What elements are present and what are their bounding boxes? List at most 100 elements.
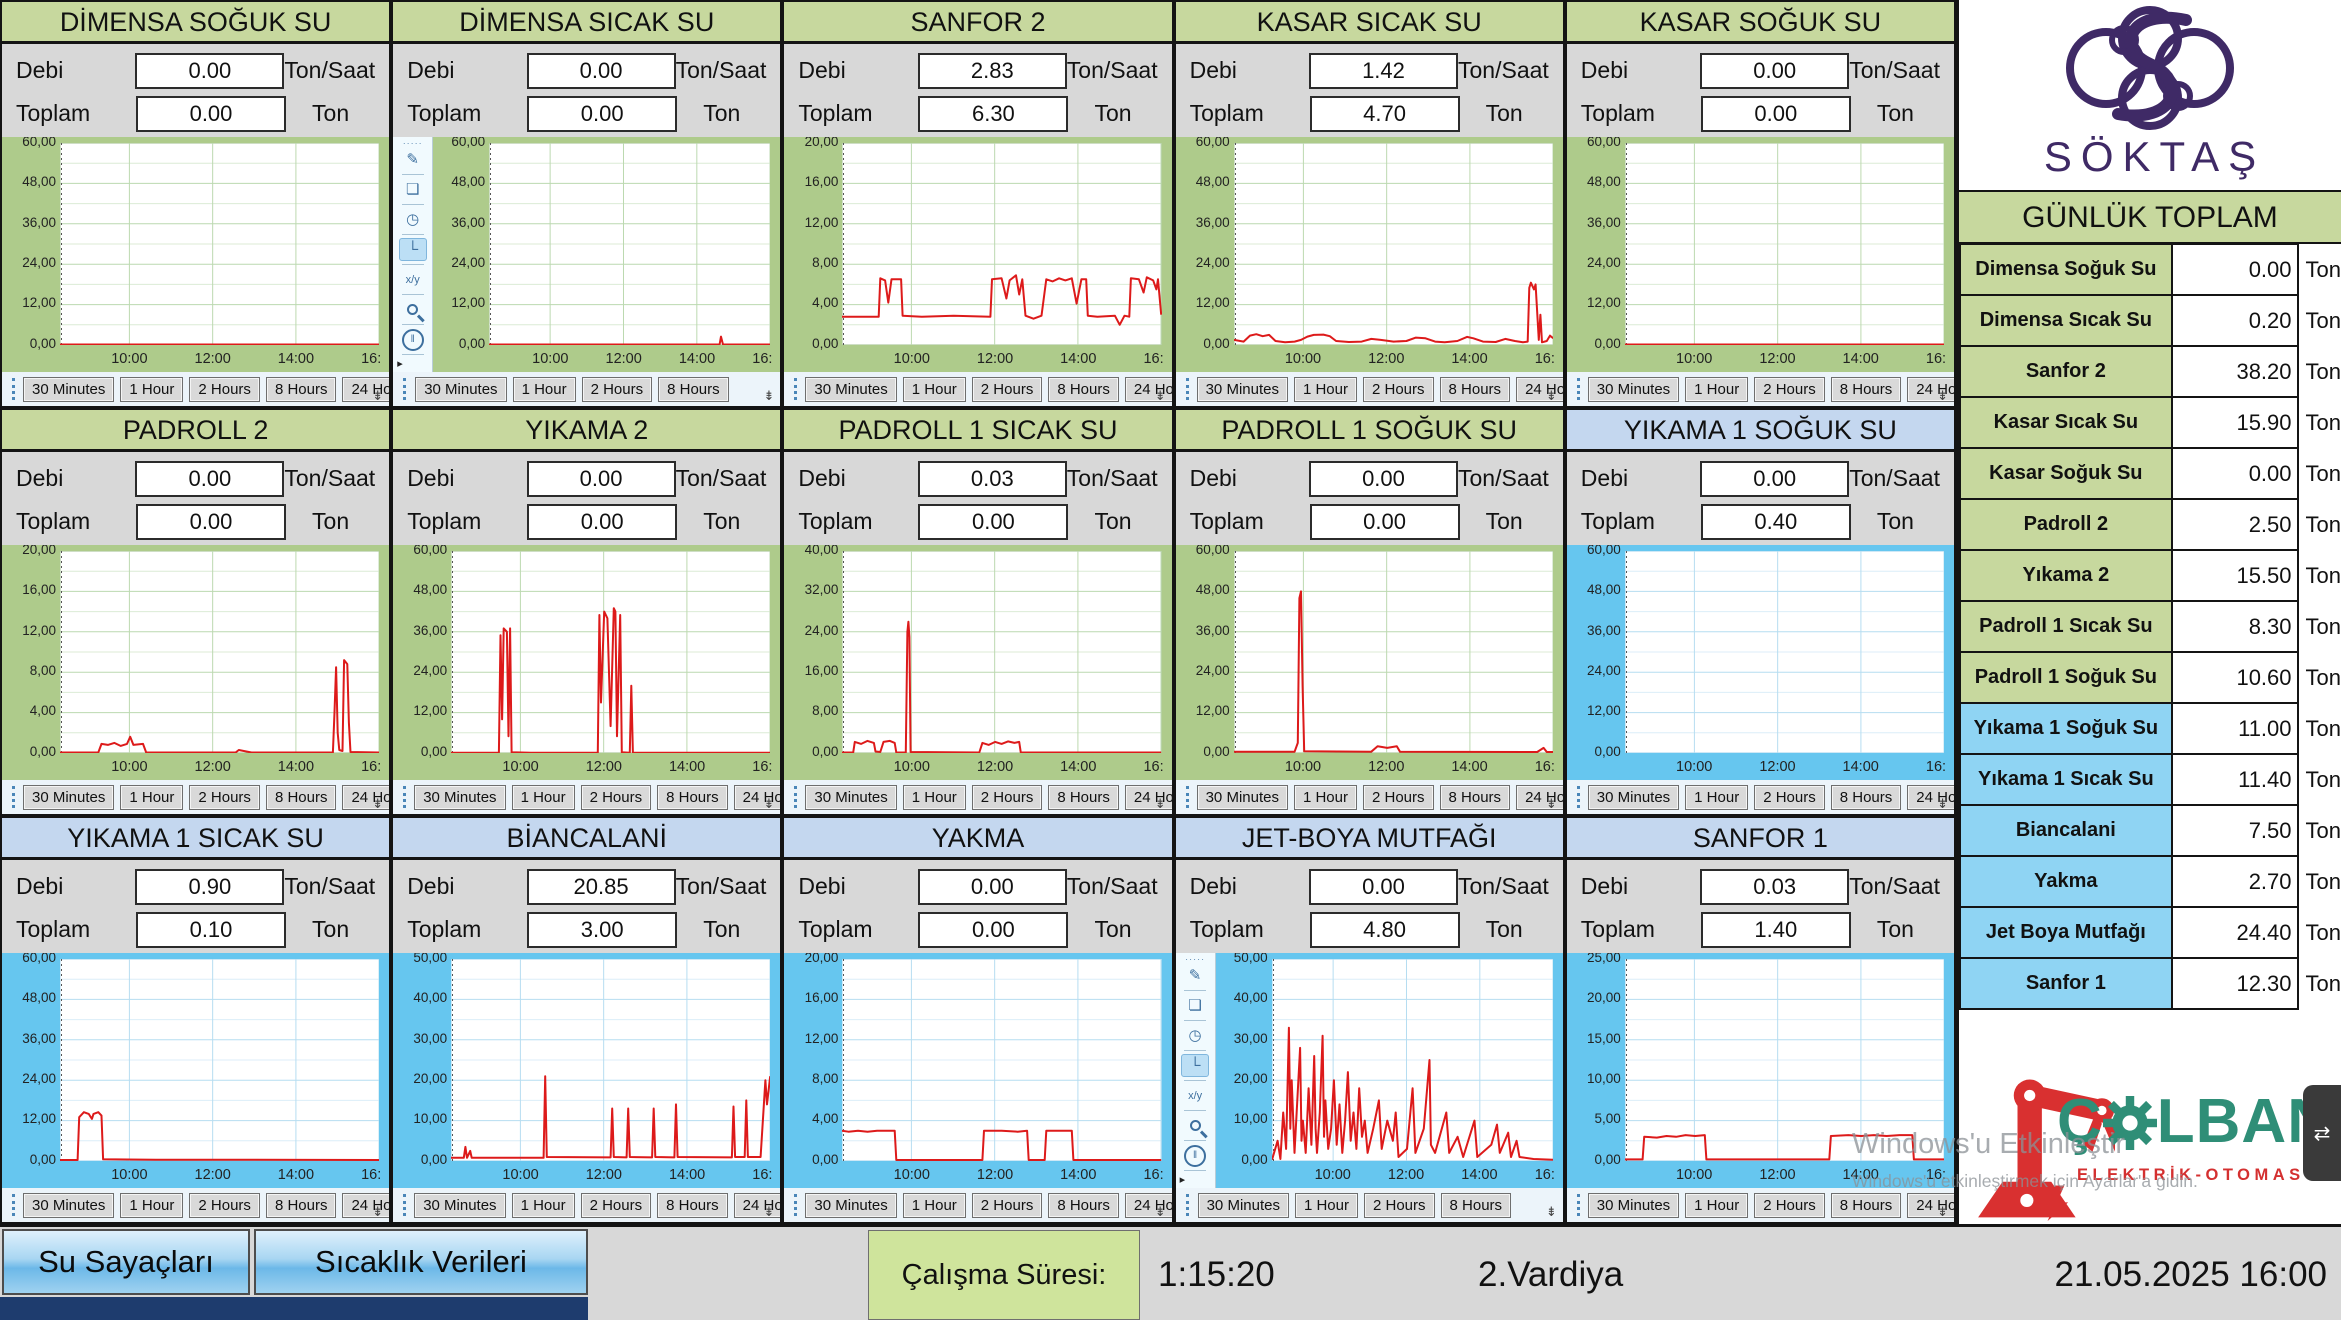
trend-plot-area[interactable]	[842, 958, 1162, 1161]
ratio-icon[interactable]: x/y	[405, 273, 420, 286]
trend-chart[interactable]: 60,00 48,00 36,00 24,00 12,00 0,00 10:00 12:00 1…	[1566, 136, 1954, 373]
range-button-8-hours[interactable]: 8 Hours	[657, 784, 728, 810]
trend-plot-area[interactable]	[1624, 142, 1944, 345]
range-button-24-hours[interactable]: 24 Hours	[1124, 784, 1172, 810]
trend-plot-area[interactable]	[1233, 550, 1553, 753]
range-button-2-hours[interactable]: 2 Hours	[971, 376, 1043, 402]
range-button-30-minutes[interactable]: 30 Minutes	[414, 1192, 506, 1218]
range-button-1-hour[interactable]: 1 Hour	[1294, 1192, 1358, 1218]
range-button-2-hours[interactable]: 2 Hours	[581, 376, 653, 402]
range-bar-grip[interactable]	[1185, 1194, 1190, 1217]
trend-chart[interactable]: 20,00 16,00 12,00 8,00 4,00 0,00 10:00 12:00 14:…	[784, 952, 1172, 1189]
range-button-2-hours[interactable]: 2 Hours	[1754, 1192, 1825, 1218]
zoom-icon[interactable]	[1181, 1114, 1209, 1137]
edit-icon[interactable]: ✎	[1188, 967, 1202, 985]
scroll-down-icon[interactable]: ⇟	[372, 1204, 384, 1220]
scroll-down-icon[interactable]: ⇟	[763, 796, 775, 812]
range-button-1-hour[interactable]: 1 Hour	[1293, 376, 1357, 402]
range-button-2-hours[interactable]: 2 Hours	[1364, 1192, 1435, 1218]
range-button-24-hours[interactable]: 24 Hours	[1516, 784, 1563, 810]
trend-chart[interactable]: 60,00 48,00 36,00 24,00 12,00 0,00 10:00 12:00 1…	[1175, 544, 1563, 781]
trend-chart[interactable]: 40,00 32,00 24,00 16,00 8,00 0,00 10:00 12:00 14…	[784, 544, 1172, 781]
range-button-1-hour[interactable]: 1 Hour	[512, 376, 576, 402]
range-button-8-hours[interactable]: 8 Hours	[1439, 376, 1511, 402]
range-bar-grip[interactable]	[794, 1194, 798, 1217]
scroll-down-icon[interactable]: ⇟	[1154, 1204, 1166, 1220]
ratio-icon[interactable]: x/y	[1188, 1089, 1203, 1102]
trend-chart[interactable]: 60,00 48,00 36,00 24,00 12,00 0,00 10:00 12:00 1…	[1175, 136, 1563, 373]
trend-chart[interactable]: 25,00 20,00 15,00 10,00 5,00 0,00 10:00 12:00 14…	[1566, 952, 1954, 1189]
axes-icon[interactable]: └	[398, 238, 427, 262]
trend-plot-area[interactable]	[60, 958, 380, 1161]
remote-access-icon[interactable]: ⇄	[2303, 1085, 2341, 1181]
scroll-down-icon[interactable]: ⇟	[1154, 796, 1166, 812]
trend-chart[interactable]: 60,00 48,00 36,00 24,00 12,00 0,00 10:00 12:00 1…	[2, 136, 390, 373]
range-button-8-hours[interactable]: 8 Hours	[265, 1192, 337, 1218]
range-button-30-minutes[interactable]: 30 Minutes	[1196, 784, 1288, 810]
range-button-8-hours[interactable]: 8 Hours	[1048, 784, 1119, 810]
trend-plot-area[interactable]	[1233, 142, 1553, 345]
range-button-1-hour[interactable]: 1 Hour	[1685, 1192, 1749, 1218]
scroll-down-icon[interactable]: ⇟	[1937, 388, 1948, 404]
scroll-down-icon[interactable]: ⇟	[1545, 388, 1557, 404]
trend-plot-area[interactable]	[451, 550, 771, 753]
range-button-1-hour[interactable]: 1 Hour	[120, 784, 184, 810]
range-button-2-hours[interactable]: 2 Hours	[1363, 376, 1434, 402]
toolbar-grip-icon[interactable]: ·····	[402, 137, 423, 148]
trend-plot-area[interactable]	[1624, 550, 1944, 753]
scroll-down-icon[interactable]: ⇟	[763, 1204, 775, 1220]
range-button-30-minutes[interactable]: 30 Minutes	[805, 784, 897, 810]
range-bar-grip[interactable]	[1576, 378, 1580, 401]
range-button-30-minutes[interactable]: 30 Minutes	[23, 376, 115, 402]
range-button-8-hours[interactable]: 8 Hours	[1830, 1192, 1902, 1218]
toolbar-grip-icon[interactable]: ·····	[1185, 953, 1206, 964]
range-button-30-minutes[interactable]: 30 Minutes	[415, 376, 507, 402]
trend-plot-area[interactable]	[451, 958, 771, 1161]
scroll-down-icon[interactable]: ⇟	[1545, 1204, 1557, 1220]
range-button-8-hours[interactable]: 8 Hours	[658, 376, 729, 402]
range-button-1-hour[interactable]: 1 Hour	[511, 784, 575, 810]
trend-plot-area[interactable]	[60, 142, 380, 345]
range-bar-grip[interactable]	[1576, 786, 1580, 809]
range-button-24-hours[interactable]: 24 Hours	[733, 1192, 781, 1218]
range-button-2-hours[interactable]: 2 Hours	[189, 784, 260, 810]
range-bar-grip[interactable]	[403, 1194, 407, 1217]
range-bar-grip[interactable]	[403, 378, 407, 401]
range-button-24-hours[interactable]: 24 Hours	[1907, 784, 1954, 810]
pause-icon[interactable]: ‖	[399, 328, 427, 351]
range-button-30-minutes[interactable]: 30 Minutes	[23, 1192, 115, 1218]
range-button-24-hours[interactable]: 24 Hours	[1907, 1192, 1954, 1218]
range-button-24-hours[interactable]: 24 Hours	[1516, 376, 1563, 402]
range-button-24-hours[interactable]: 24 Hours	[733, 784, 781, 810]
scroll-down-icon[interactable]: ⇟	[1154, 388, 1166, 404]
trend-plot-area[interactable]	[1624, 958, 1944, 1161]
range-button-1-hour[interactable]: 1 Hour	[120, 1192, 184, 1218]
toolbar-expand-icon[interactable]: ▸	[1179, 1174, 1186, 1187]
clock-icon[interactable]: ◷	[1188, 1027, 1202, 1045]
range-button-2-hours[interactable]: 2 Hours	[580, 1192, 652, 1218]
range-bar-grip[interactable]	[1185, 378, 1189, 401]
range-button-24-hours[interactable]: 24 Hours	[342, 784, 390, 810]
trend-plot-area[interactable]	[1271, 958, 1553, 1161]
range-button-30-minutes[interactable]: 30 Minutes	[1587, 376, 1680, 402]
range-button-1-hour[interactable]: 1 Hour	[1685, 784, 1749, 810]
range-button-1-hour[interactable]: 1 Hour	[902, 784, 966, 810]
trend-chart[interactable]: 60,00 48,00 36,00 24,00 12,00 0,00 10:00 12:00 1…	[2, 952, 390, 1189]
trend-plot-area[interactable]	[489, 142, 771, 345]
scroll-down-icon[interactable]: ⇟	[1937, 796, 1948, 812]
range-button-30-minutes[interactable]: 30 Minutes	[414, 784, 506, 810]
range-button-30-minutes[interactable]: 30 Minutes	[805, 1192, 897, 1218]
range-button-30-minutes[interactable]: 30 Minutes	[1196, 376, 1288, 402]
range-button-1-hour[interactable]: 1 Hour	[120, 376, 184, 402]
scroll-down-icon[interactable]: ⇟	[763, 388, 775, 404]
scroll-down-icon[interactable]: ⇟	[372, 388, 384, 404]
range-button-2-hours[interactable]: 2 Hours	[189, 376, 260, 402]
range-button-8-hours[interactable]: 8 Hours	[1440, 1192, 1512, 1218]
trend-plot-area[interactable]	[842, 142, 1162, 345]
range-button-2-hours[interactable]: 2 Hours	[580, 784, 652, 810]
trend-chart[interactable]: 50,00 40,00 30,00 20,00 10,00 0,00 10:00 12:00 1…	[393, 952, 781, 1189]
range-button-8-hours[interactable]: 8 Hours	[1830, 376, 1902, 402]
range-button-1-hour[interactable]: 1 Hour	[1685, 376, 1749, 402]
zoom-icon[interactable]	[399, 298, 427, 321]
range-bar-grip[interactable]	[1185, 786, 1189, 809]
